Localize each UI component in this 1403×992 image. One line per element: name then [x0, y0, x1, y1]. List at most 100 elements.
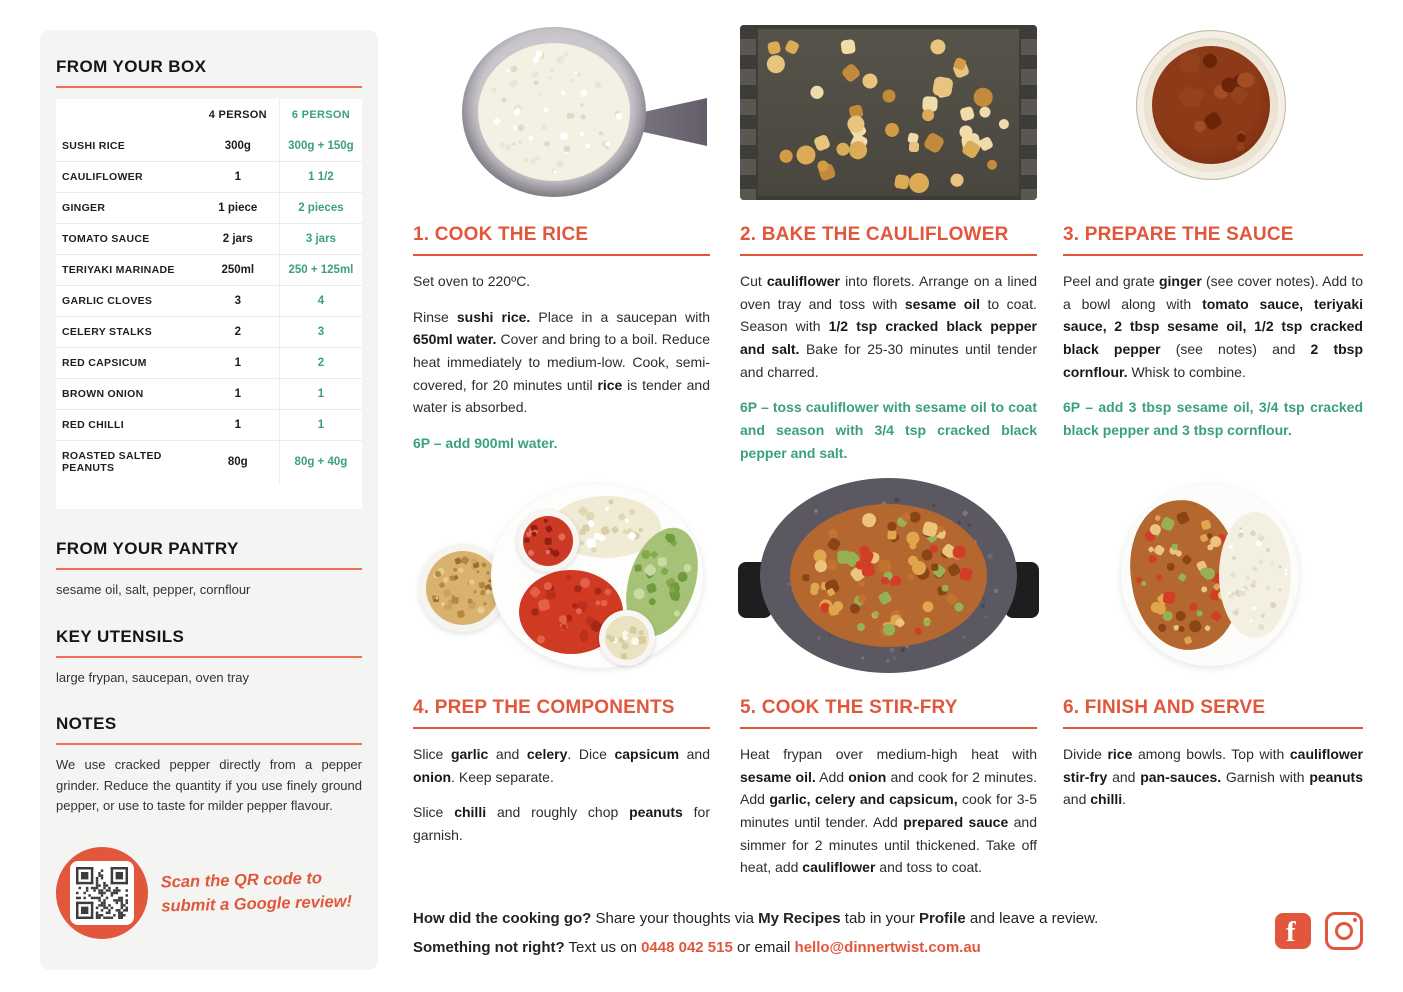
table-cell: 4	[278, 285, 362, 317]
table-header-row: 4 PERSON 6 PERSON	[56, 99, 362, 131]
table-row: TOMATO SAUCE 2 jars 3 jars	[56, 223, 362, 255]
step-4-prep-the-components: 4. PREP THE COMPONENTS Slice garlic and …	[413, 478, 711, 860]
qr-circle-badge	[56, 846, 148, 939]
instagram-lens	[1335, 922, 1353, 940]
step-divider	[413, 254, 710, 256]
table-cell: 1	[278, 378, 362, 410]
utensils-items: large frypan, saucepan, oven tray	[56, 669, 249, 685]
serving-plate	[1121, 484, 1299, 666]
garlic-bowl	[599, 610, 655, 666]
chopped-peanuts	[426, 551, 500, 625]
notes-text: We use cracked pepper directly from a pe…	[56, 757, 362, 814]
step-1-cook-the-rice: 1. COOK THE RICE Set oven to 220ºC. Rinse…	[413, 25, 710, 455]
qr-code-icon	[76, 866, 128, 919]
footer-contact-line: Something not right? Text us on 0448 042…	[413, 938, 981, 956]
table-header-6-person: 6 PERSON	[278, 99, 362, 131]
step-instructions: Heat frypan over medium-high heat with s…	[740, 746, 1038, 876]
qr-code-icon	[70, 860, 134, 925]
table-cell: RED CAPSICUM	[56, 347, 197, 379]
table-cell: 1 piece	[196, 192, 280, 224]
table-cell: 1	[196, 378, 280, 410]
cooked-rice	[478, 43, 630, 181]
table-cell: 80g	[196, 440, 280, 483]
frypan	[760, 478, 1017, 673]
table-cell: CAULIFLOWER	[56, 161, 197, 193]
six-person-note: 6P – add 3 tbsp sesame oil, 3/4 tsp crac…	[1063, 399, 1363, 439]
table-row: RED CAPSICUM 1 2	[56, 347, 362, 379]
table-cell: 3	[196, 285, 280, 317]
ingredients-table: 4 PERSON 6 PERSON SUSHI RICE 300g 300g + 1…	[56, 99, 362, 509]
six-person-note: 6P – add 900ml water.	[413, 435, 558, 452]
table-cell: TERIYAKI MARINADE	[56, 254, 197, 286]
step-title: 6. FINISH AND SERVE	[1063, 697, 1266, 718]
step-divider	[413, 727, 710, 729]
table-cell: 80g + 40g	[278, 440, 362, 483]
sliced-chilli	[523, 516, 573, 566]
table-cell: 3	[278, 316, 362, 348]
step-divider	[1063, 727, 1363, 729]
from-your-box-title: FROM YOUR BOX	[56, 57, 207, 76]
table-cell: 2 jars	[196, 223, 280, 255]
table-row: GARLIC CLOVES 3 4	[56, 285, 362, 317]
table-cell: RED CHILLI	[56, 409, 197, 441]
stir-fry-contents	[790, 504, 987, 647]
table-header-4-person: 4 PERSON	[208, 109, 267, 121]
step-instructions: Divide rice among bowls. Top with caulif…	[1063, 746, 1364, 808]
step-title: 4. PREP THE COMPONENTS	[413, 697, 675, 718]
table-cell: 1 1/2	[278, 161, 362, 193]
prep-plate	[491, 484, 711, 668]
plated-rice	[1219, 512, 1291, 638]
step-divider	[740, 727, 1037, 729]
section-divider	[56, 655, 362, 658]
instagram-dot	[1353, 918, 1357, 922]
cauliflower-florets	[762, 31, 1015, 194]
section-divider	[56, 743, 362, 745]
table-cell: 250ml	[196, 254, 280, 286]
step-title: 5. COOK THE STIR-FRY	[740, 697, 958, 718]
instagram-icon[interactable]	[1325, 912, 1363, 950]
table-cell: 2	[196, 316, 280, 348]
table-cell: ROASTED SALTED PEANUTS	[56, 440, 197, 483]
saucepan-handle	[639, 98, 707, 146]
step-title: 3. PREPARE THE SAUCE	[1063, 224, 1294, 245]
pantry-items: sesame oil, salt, pepper, cornflour	[56, 582, 251, 597]
oven-tray	[740, 25, 1037, 200]
table-cell: 1	[196, 409, 280, 441]
step-divider	[1063, 254, 1363, 256]
table-cell: CELERY STALKS	[56, 316, 197, 348]
sauce-bowl-photo	[1063, 25, 1363, 200]
step-instructions: Cut cauliflower into florets. Arrange on…	[740, 273, 1038, 380]
qr-caption: Scan the QR code to submit a Google revi…	[160, 866, 352, 919]
chilli-bowl	[517, 510, 579, 572]
table-row: GINGER 1 piece 2 pieces	[56, 192, 362, 224]
google-review-qr-block: Scan the QR code to submit a Google revi…	[56, 846, 362, 939]
six-person-note: 6P – toss cauliflower with sesame oil to…	[740, 399, 1037, 461]
table-cell: 1	[278, 409, 362, 441]
facebook-icon[interactable]: f	[1275, 913, 1311, 949]
table-cell: 300g	[224, 140, 251, 152]
table-row: SUSHI RICE 300g 300g + 150g	[56, 131, 362, 162]
section-divider	[56, 568, 362, 570]
table-cell: 1	[196, 161, 280, 193]
table-cell: 250 + 125ml	[278, 254, 362, 286]
step-5-cook-the-stir-fry: 5. COOK THE STIR-FRY Heat frypan over me…	[738, 478, 1039, 892]
social-icons: f	[1275, 912, 1363, 950]
table-row: BROWN ONION 1 1	[56, 378, 362, 410]
key-utensils-title: KEY UTENSILS	[56, 626, 185, 646]
oven-tray-bed	[758, 29, 1019, 196]
table-cell: BROWN ONION	[56, 378, 197, 410]
table-header-blank	[56, 99, 197, 131]
sliced-garlic	[605, 616, 649, 660]
step-instructions: Peel and grate ginger (see cover notes).…	[1063, 273, 1364, 380]
table-cell: 3 jars	[278, 223, 362, 255]
step-title: 1. COOK THE RICE	[413, 224, 589, 245]
table-cell: SUSHI RICE	[62, 140, 126, 152]
step-6-finish-and-serve: 6. FINISH AND SERVE Divide rice among bo…	[1063, 478, 1363, 824]
footer-review-line: How did the cooking go? Share your thoug…	[413, 910, 1099, 927]
table-row: RED CHILLI 1 1	[56, 409, 362, 441]
notes-title: NOTES	[56, 714, 117, 733]
prepped-components-photo	[413, 478, 711, 673]
table-cell: 2	[278, 347, 362, 379]
table-cell: 300g + 150g	[278, 131, 362, 162]
